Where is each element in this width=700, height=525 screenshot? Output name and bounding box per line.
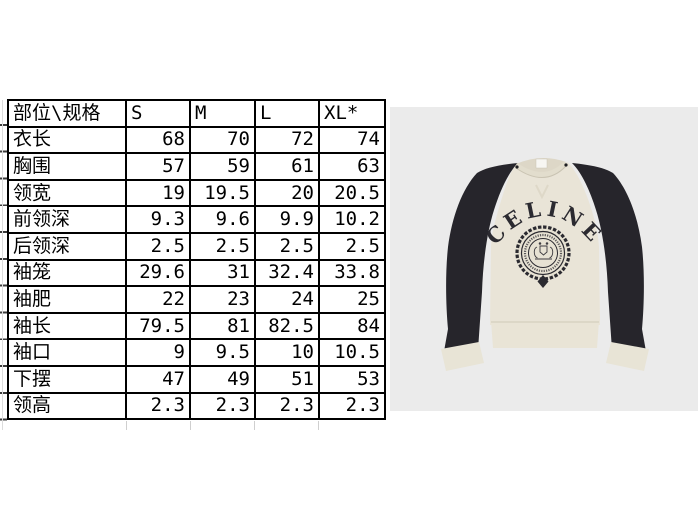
size-value-m: 49 [189,364,256,394]
back-neck-label [535,158,548,169]
right-sleeve [572,163,647,357]
size-value-s: 9 [125,338,191,367]
crest-emblem [533,242,554,260]
measurement-label: 袖长 [7,311,127,341]
size-value-l: 24 [254,285,320,314]
collar-seam [515,165,567,178]
size-value-s: 68 [125,125,191,155]
size-value-xl: 53 [318,364,386,394]
left-sleeve [443,163,518,357]
measurement-label: 袖肥 [7,285,127,314]
size-value-m: 19.5 [189,178,256,208]
size-chart-row: 袖长 79.5 81 82.5 84 [7,311,386,341]
size-value-m: 2.3 [189,391,256,421]
size-value-m: 2.5 [189,231,256,261]
measurement-label: 衣长 [7,125,127,155]
size-value-xl: 25 [318,285,386,314]
size-value-s: 57 [125,152,191,181]
size-chart-row: 后领深 2.5 2.5 2.5 2.5 [7,231,386,261]
seal-ribbon-tail [537,275,549,288]
gridline-remnant-rows [0,99,7,421]
measurement-label: 袖口 [7,338,127,367]
size-value-l: 32.4 [254,258,320,288]
size-value-l: 72 [254,125,320,155]
measurement-label: 后领深 [7,231,127,261]
size-value-l: 2.3 [254,391,320,421]
gridline-remnant-stub [318,421,319,430]
header-size-0: S [125,99,191,128]
left-cuff [441,342,484,371]
size-value-xl: 33.8 [318,258,386,288]
measurement-label: 胸围 [7,152,127,181]
size-value-l: 51 [254,364,320,394]
size-value-s: 22 [125,285,191,314]
size-value-m: 9.5 [189,338,256,367]
size-value-l: 2.5 [254,231,320,261]
collar-dot-right [564,163,568,167]
header-size-2: L [254,99,320,128]
header-size-3: XL* [318,99,386,128]
measurement-label: 袖笼 [7,258,127,288]
size-value-m: 81 [189,311,256,341]
header-part-spec: 部位\规格 [7,99,127,128]
size-chart-row: 袖肥 22 23 24 25 [7,285,386,314]
size-value-l: 9.9 [254,205,320,234]
size-chart-header-row: 部位\规格 S M L XL* [7,99,386,128]
size-value-s: 29.6 [125,258,191,288]
size-chart-row: 衣长 68 70 72 74 [7,125,386,155]
right-cuff [606,342,649,371]
gridline-remnant-stub [254,421,255,430]
measurement-label: 领高 [7,391,127,421]
size-value-s: 2.5 [125,231,191,261]
size-value-s: 19 [125,178,191,208]
gridline-remnant-stub [126,421,127,430]
size-chart-table: 部位\规格 S M L XL* 衣长 68 70 72 74 胸围 57 59 61 … [7,99,386,421]
size-value-xl: 10.2 [318,205,386,234]
size-chart-row: 胸围 57 59 61 63 [7,152,386,181]
size-value-xl: 74 [318,125,386,155]
size-value-s: 2.3 [125,391,191,421]
product-photo: CELINE [390,107,698,411]
size-chart-row: 领高 2.3 2.3 2.3 2.3 [7,391,386,421]
size-value-m: 9.6 [189,205,256,234]
gridline-remnant-left [2,100,3,430]
gridline-remnant-stub [190,421,191,430]
size-chart-row: 前领深 9.3 9.6 9.9 10.2 [7,205,386,234]
size-value-xl: 63 [318,152,386,181]
size-chart-row: 袖口 9 9.5 10 10.5 [7,338,386,367]
size-value-s: 9.3 [125,205,191,234]
size-value-m: 31 [189,258,256,288]
measurement-label: 下摆 [7,364,127,394]
size-value-l: 82.5 [254,311,320,341]
size-value-s: 47 [125,364,191,394]
collar-band [514,161,568,177]
size-value-m: 59 [189,152,256,181]
size-value-l: 20 [254,178,320,208]
size-value-l: 10 [254,338,320,367]
crest-seal [515,225,571,288]
measurement-label: 前领深 [7,205,127,234]
size-value-xl: 20.5 [318,178,386,208]
size-value-xl: 10.5 [318,338,386,367]
size-value-xl: 2.5 [318,231,386,261]
hem-band [491,321,599,348]
size-chart-row: 袖笼 29.6 31 32.4 33.8 [7,258,386,288]
size-chart-row: 领宽 19 19.5 20 20.5 [7,178,386,208]
size-value-m: 23 [189,285,256,314]
sweatshirt-illustration: CELINE [441,157,649,371]
size-value-l: 61 [254,152,320,181]
size-value-xl: 2.3 [318,391,386,421]
size-value-xl: 84 [318,311,386,341]
size-chart-row: 下摆 47 49 51 53 [7,364,386,394]
chest-v-stitch [535,184,549,200]
header-size-1: M [189,99,256,128]
size-value-m: 70 [189,125,256,155]
size-value-s: 79.5 [125,311,191,341]
collar-dot-left [515,165,519,169]
measurement-label: 领宽 [7,178,127,208]
